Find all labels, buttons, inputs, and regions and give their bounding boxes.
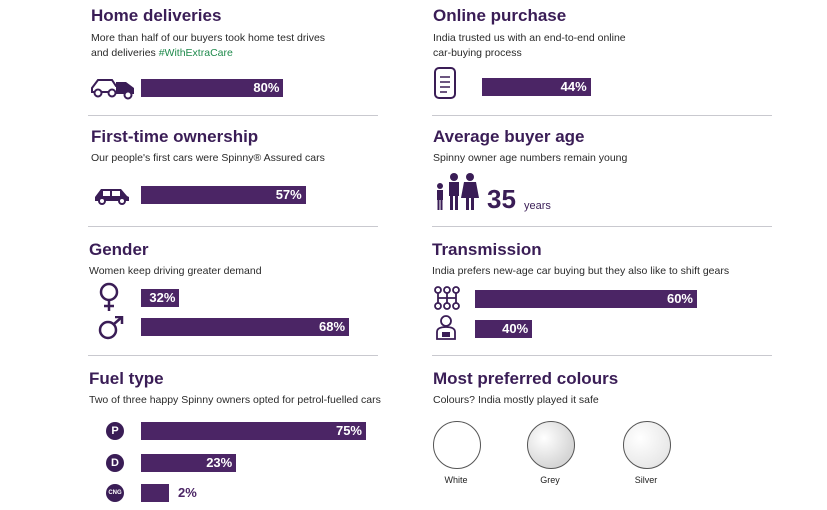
gender-subtitle: Women keep driving greater demand <box>89 265 262 277</box>
online-purchase-percent: 44% <box>560 79 587 94</box>
tow-truck-icon <box>90 72 138 105</box>
first-ownership-percent: 57% <box>275 187 302 202</box>
transmission-automatic-bar: 40% <box>475 320 533 338</box>
car-icon <box>93 185 131 210</box>
transmission-title: Transmission <box>432 240 542 259</box>
fuel-cng-percent: 2% <box>178 485 197 500</box>
divider-left-2 <box>88 226 378 227</box>
home-deliveries-percent: 80% <box>253 80 280 95</box>
first-ownership-subtitle: Our people's first cars were Spinny® Ass… <box>91 152 325 164</box>
transmission-manual-percent: 60% <box>666 291 693 306</box>
average-age-title: Average buyer age <box>433 127 585 146</box>
online-purchase-bar: 44% <box>482 78 591 96</box>
first-ownership-bar: 57% <box>141 186 306 204</box>
home-deliveries-title: Home deliveries <box>91 6 222 25</box>
transmission-automatic-percent: 40% <box>502 321 529 336</box>
average-age-unit: years <box>524 200 551 212</box>
average-age-value: 35 <box>487 184 516 214</box>
colour-label-white: White <box>444 475 468 485</box>
fuel-type-subtitle: Two of three happy Spinny owners opted f… <box>89 394 381 406</box>
online-purchase-subtitle: India trusted us with an end-to-end onli… <box>433 31 733 61</box>
home-deliveries-subtitle: More than half of our buyers took home t… <box>91 31 391 61</box>
divider-right-2 <box>432 226 772 227</box>
home-deliveries-line2-prefix: and deliveries <box>91 47 159 59</box>
divider-right-1 <box>432 115 772 116</box>
home-deliveries-bar: 80% <box>141 79 284 97</box>
fuel-diesel-bar: 23% <box>141 454 237 472</box>
home-deliveries-line2: and deliveries #WithExtraCare <box>91 46 391 61</box>
gender-female-percent: 32% <box>149 290 176 305</box>
colour-swatch-grey <box>527 421 575 469</box>
gender-male-percent: 68% <box>319 319 346 334</box>
gender-male-bar: 68% <box>141 318 350 336</box>
online-purchase-line2: car-buying process <box>433 47 522 59</box>
transmission-subtitle: India prefers new-age car buying but the… <box>432 265 730 277</box>
colour-swatch-silver <box>623 421 671 469</box>
gender-female-bar: 32% <box>141 289 180 307</box>
online-purchase-line1: India trusted us with an end-to-end onli… <box>433 32 626 44</box>
cng-badge-icon: CNG <box>106 484 124 502</box>
divider-left-3 <box>88 355 378 356</box>
family-icon <box>434 172 480 217</box>
average-age-subtitle: Spinny owner age numbers remain young <box>433 152 628 164</box>
gear-shift-icon <box>434 286 460 315</box>
colours-title: Most preferred colours <box>433 369 619 388</box>
automatic-driver-icon <box>435 314 457 345</box>
petrol-badge-icon: P <box>106 422 124 440</box>
fuel-petrol-bar: 75% <box>141 422 366 440</box>
colour-label-grey: Grey <box>540 475 560 485</box>
home-deliveries-line1: More than half of our buyers took home t… <box>91 32 326 44</box>
male-icon <box>98 315 124 345</box>
colours-subtitle: Colours? India mostly played it safe <box>433 394 599 406</box>
colour-swatch-white <box>433 421 481 469</box>
colour-label-silver: Silver <box>634 475 658 485</box>
diesel-badge-icon: D <box>106 454 124 472</box>
divider-right-3 <box>432 355 772 356</box>
fuel-petrol-percent: 75% <box>335 423 362 438</box>
online-purchase-title: Online purchase <box>433 6 567 25</box>
first-ownership-title: First-time ownership <box>91 127 259 146</box>
transmission-manual-bar: 60% <box>475 290 697 308</box>
fuel-cng-bar <box>141 484 169 502</box>
fuel-diesel-percent: 23% <box>206 455 233 470</box>
gender-title: Gender <box>89 240 149 259</box>
female-icon <box>98 282 120 317</box>
home-deliveries-hashtag: #WithExtraCare <box>158 47 233 59</box>
fuel-type-title: Fuel type <box>89 369 164 388</box>
phone-checklist-icon <box>433 66 457 105</box>
divider-left-1 <box>88 115 378 116</box>
